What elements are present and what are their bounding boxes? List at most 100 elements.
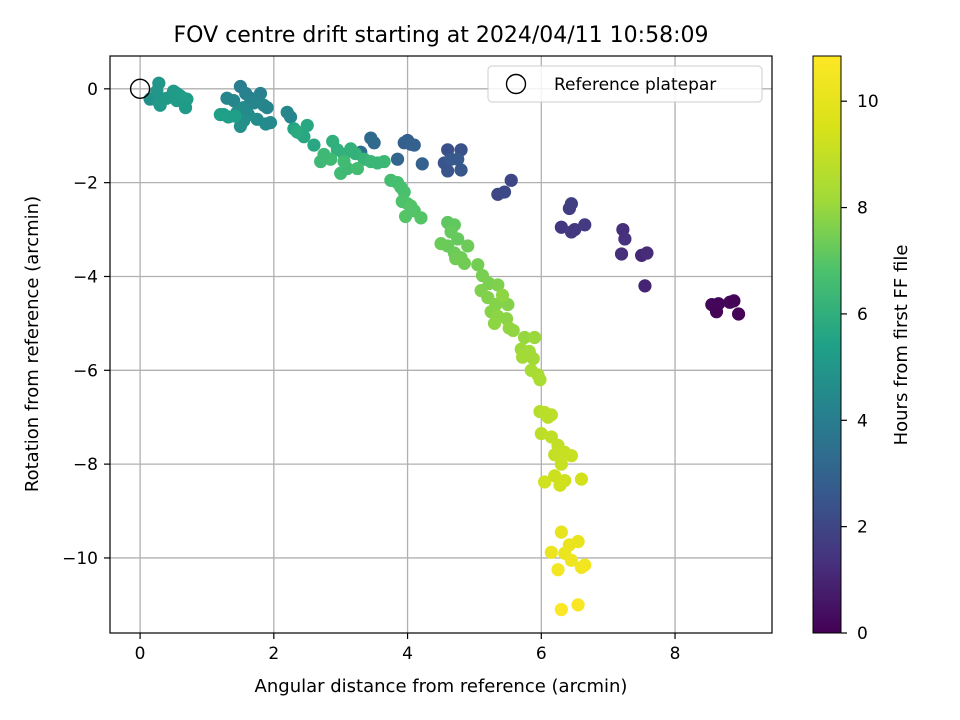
scatter-point: [350, 161, 365, 176]
scatter-point: [414, 211, 428, 225]
colorbar-gradient: [812, 55, 842, 634]
scatter-point: [711, 297, 726, 311]
scatter-point: [415, 157, 429, 171]
y-tick-label: −8: [73, 455, 98, 475]
scatter-point: [568, 222, 582, 237]
chart-title: FOV centre drift starting at 2024/04/11 …: [174, 23, 709, 48]
x-tick-label: 2: [268, 644, 279, 664]
scatter-point: [491, 278, 505, 292]
x-tick-label: 6: [536, 644, 547, 664]
scatter-point: [461, 239, 475, 253]
scatter-point: [731, 307, 746, 321]
y-tick-label: −4: [73, 267, 98, 287]
scatter-point: [544, 408, 558, 422]
scatter-point: [571, 598, 585, 612]
scatter-point: [497, 185, 512, 199]
scatter-point: [263, 116, 278, 130]
plot-frame: [109, 55, 773, 634]
scatter-point: [506, 323, 520, 338]
y-tick-label: −10: [62, 549, 98, 569]
scatter-point: [307, 138, 321, 152]
scatter-point: [564, 197, 578, 211]
scatter-point: [554, 602, 568, 617]
scatter-point: [638, 279, 652, 293]
reference-platepar-marker: [129, 78, 151, 100]
colorbar-ticks: 0 2 4 6 8 10: [841, 92, 879, 644]
scatter-point: [377, 154, 391, 169]
x-axis-label: Angular distance from reference (arcmin): [255, 676, 628, 697]
scatter-point: [534, 427, 548, 441]
colorbar: 0 2 4 6 8 10 Hours from first FF file: [812, 55, 912, 644]
scatter-point: [283, 110, 298, 124]
data-points: [143, 76, 746, 617]
colorbar-tick-label: 4: [857, 411, 868, 431]
scatter-point: [551, 563, 565, 577]
scatter-point: [398, 209, 413, 224]
scatter-point: [495, 288, 510, 302]
scatter-point: [178, 101, 193, 115]
scatter-point: [228, 109, 242, 123]
scatter-point: [727, 294, 741, 308]
y-tick-label: −6: [73, 361, 98, 381]
scatter-point: [526, 351, 540, 366]
colorbar-tick-label: 2: [857, 518, 868, 538]
scatter-point: [553, 478, 567, 492]
legend: Reference platepar: [487, 65, 763, 103]
scatter-point: [434, 237, 448, 251]
scatter-point: [451, 152, 465, 166]
scatter-point: [227, 93, 241, 108]
x-axis-ticks: 0 2 4 6 8: [135, 633, 681, 664]
scatter-point: [564, 449, 578, 463]
scatter-point: [253, 86, 268, 101]
scatter-point: [390, 152, 405, 166]
scatter-point: [544, 545, 558, 559]
x-tick-label: 0: [135, 644, 146, 664]
scatter-point: [515, 350, 530, 364]
scatter-point: [451, 232, 465, 246]
y-tick-label: −2: [73, 174, 98, 194]
y-axis-ticks: 0 −2 −4 −6 −8 −10: [62, 80, 110, 569]
scatter-point: [213, 108, 227, 122]
legend-reference-marker: [505, 73, 527, 95]
scatter-point: [614, 247, 629, 261]
scatter-point: [554, 525, 568, 539]
scatter-point: [533, 373, 547, 387]
scatter-point: [538, 475, 552, 489]
colorbar-tick-label: 0: [857, 624, 868, 644]
scatter-point: [471, 258, 485, 272]
colorbar-tick-label: 10: [857, 92, 879, 112]
legend-box: [487, 65, 763, 103]
scatter-point: [454, 163, 468, 177]
scatter-point: [367, 136, 381, 150]
scatter-point: [150, 84, 164, 98]
scatter-point: [517, 330, 532, 345]
y-tick-label: 0: [87, 80, 98, 100]
scatter-point: [247, 96, 261, 110]
x-tick-label: 4: [402, 644, 413, 664]
scatter-point: [616, 222, 630, 237]
colorbar-tick-label: 8: [857, 199, 868, 219]
colorbar-tick-label: 6: [857, 305, 868, 325]
scatter-point: [457, 256, 472, 270]
x-tick-label: 8: [670, 644, 681, 664]
scatter-point: [504, 173, 518, 187]
scatter-point: [300, 118, 314, 133]
reference-marker-layer: [129, 78, 151, 100]
scatter-point: [337, 154, 351, 169]
scatter-point: [528, 330, 542, 345]
scatter-point: [260, 101, 274, 115]
scatter-point: [640, 246, 654, 260]
scatter-point: [290, 125, 304, 139]
scatter-point: [487, 316, 502, 330]
scatter-point: [578, 218, 592, 232]
scatter-point: [441, 164, 455, 178]
scatter-point: [314, 154, 328, 169]
colorbar-label: Hours from first FF file: [891, 245, 912, 446]
scatter-point: [233, 119, 247, 133]
scatter-point: [407, 138, 421, 152]
scatter-point: [574, 472, 589, 486]
scatter-point: [554, 220, 568, 234]
scatter-point: [554, 457, 568, 471]
scatter-point: [324, 152, 338, 166]
